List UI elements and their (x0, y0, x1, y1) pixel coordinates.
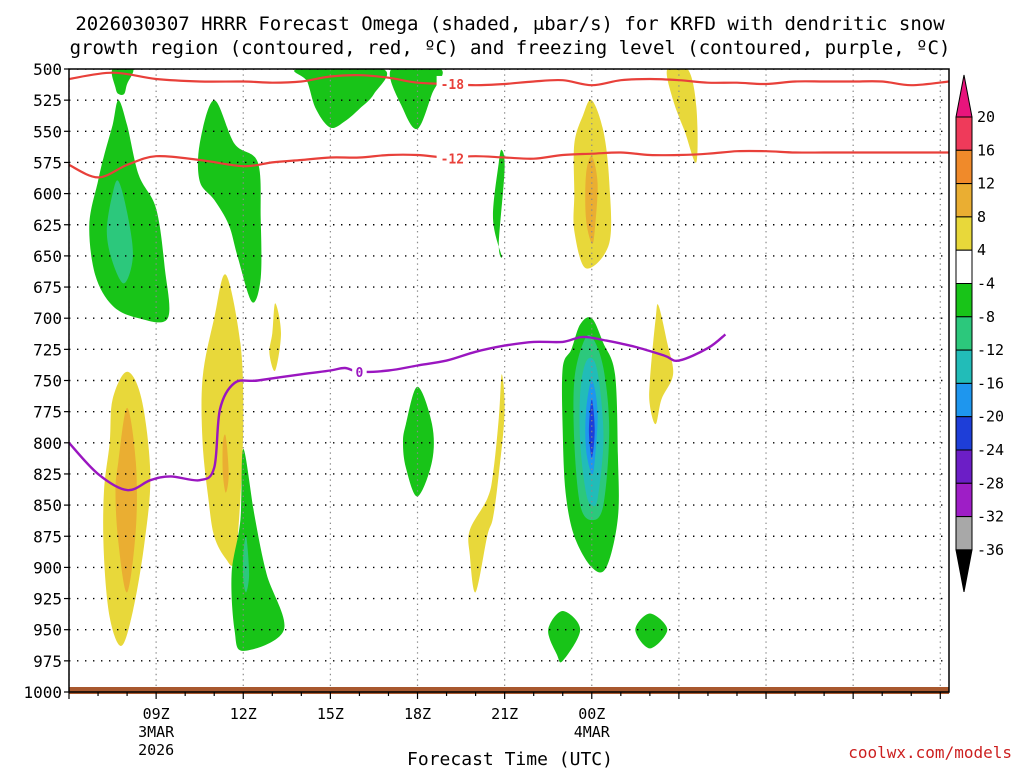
y-tick-label-625: 625 (33, 216, 62, 235)
omega-region-neg4-24 (548, 611, 581, 663)
y-tick-label-700: 700 (33, 309, 62, 328)
dgz-contour--12-label-bg (436, 150, 469, 167)
freezing-level-contour (69, 333, 727, 492)
temperature-contours: -18 -12 0 (69, 71, 949, 492)
colorbar-swatch-8 (955, 382, 973, 418)
x-axis-label: Forecast Time (UTC) (407, 749, 613, 768)
y-tick-label-975: 975 (33, 652, 62, 671)
y-tick-label-950: 950 (33, 621, 62, 640)
colorbar-label-9: -20 (977, 408, 1004, 426)
omega-region-neg4-13 (403, 386, 434, 497)
omega-region-neg4-11 (294, 69, 388, 129)
y-tick-label-875: 875 (33, 527, 62, 546)
y-tick-label-1000: 1000 (23, 683, 62, 702)
omega-region-pos4-26 (666, 69, 698, 163)
colorbar-label-0: 20 (977, 108, 995, 126)
x-tick-label-09Z: 09Z (143, 705, 170, 723)
colorbar-label-12: -32 (977, 508, 1004, 526)
colorbar-swatch-9 (955, 416, 973, 451)
colorbar-bottom-arrow (955, 549, 973, 592)
freezing-level-contour-label-bg (352, 363, 367, 380)
dgz-contour--12 (69, 149, 949, 179)
dgz-contour--18-label: -18 (441, 78, 465, 93)
chart-title-line2: growth region (contoured, red, ºC) and f… (70, 37, 951, 59)
x-tick-label-21Z: 21Z (491, 705, 518, 723)
colorbar-label-8: -16 (977, 374, 1004, 392)
colorbar-label-4: 4 (977, 241, 986, 259)
omega-region-neg4-1 (89, 100, 170, 323)
y-tick-label-775: 775 (33, 403, 62, 422)
omega-shading (89, 69, 698, 663)
y-tick-label-725: 725 (33, 340, 62, 359)
omega-region-neg4-0 (111, 69, 134, 95)
omega-region-neg8-2 (106, 180, 133, 284)
colorbar-swatch-5 (955, 283, 973, 318)
dgz-contour--18-label-bg (436, 75, 469, 92)
colorbar-swatch-3 (955, 216, 973, 251)
y-axis: 500 525 550 575 600 625 650 675 700 725 750 775 800 8… (23, 60, 69, 702)
omega-region-neg8-8 (242, 535, 250, 593)
omega-region-pos4-4 (201, 274, 244, 566)
colorbar-swatch-11 (955, 482, 973, 518)
x-tick-label-00Z: 00Z (578, 705, 605, 723)
colorbar-swatch-2 (955, 183, 973, 218)
y-tick-label-550: 550 (33, 122, 62, 141)
x-tick-label-00Z-line2: 4MAR (574, 723, 611, 741)
colorbar-swatch-4 (955, 249, 973, 284)
freezing-level-contour-label: 0 (356, 366, 364, 381)
omega-region-pos8-10 (115, 407, 137, 593)
y-tick-label-925: 925 (33, 590, 62, 609)
y-tick-label-800: 800 (33, 434, 62, 453)
colorbar-swatch-1 (955, 149, 973, 185)
chart-title-line1: 2026030307 HRRR Forecast Omega (shaded, … (75, 13, 945, 35)
x-tick-label-12Z: 12Z (230, 705, 257, 723)
omega-region-neg4-14 (492, 149, 505, 258)
y-tick-label-650: 650 (33, 247, 62, 266)
y-tick-label-750: 750 (33, 372, 62, 391)
x-tick-label-09Z-line2: 3MAR (138, 723, 175, 741)
grid-lines (69, 69, 949, 692)
colorbar-swatch-12 (955, 516, 973, 551)
y-tick-label-850: 850 (33, 496, 62, 515)
omega-region-pos4-15 (468, 374, 505, 593)
dgz-contour--12-label: -12 (441, 153, 464, 168)
y-tick-label-675: 675 (33, 278, 62, 297)
colorbar-swatch-7 (955, 349, 973, 384)
omega-region-neg4-7 (231, 448, 285, 651)
colorbar-swatch-6 (955, 316, 973, 351)
colorbar-label-13: -36 (977, 541, 1004, 559)
y-tick-label-525: 525 (33, 91, 62, 110)
x-tick-label-18Z: 18Z (404, 705, 431, 723)
colorbar-label-5: -4 (977, 275, 995, 293)
colorbar-label-2: 12 (977, 175, 995, 193)
omega-region-neg4-3 (197, 100, 262, 303)
colorbar-label-7: -12 (977, 341, 1004, 359)
ground-strip (69, 687, 949, 694)
colorbar-label-10: -24 (977, 441, 1004, 459)
credit-text: coolwx.com/models (848, 743, 1012, 762)
omega-region-pos8-5 (222, 434, 229, 493)
x-tick-label-09Z-line3: 2026 (138, 741, 174, 759)
colorbar-label-3: 8 (977, 208, 986, 226)
y-tick-label-575: 575 (33, 153, 62, 172)
colorbar-label-6: -8 (977, 308, 995, 326)
y-tick-label-600: 600 (33, 185, 62, 204)
y-tick-label-825: 825 (33, 465, 62, 484)
omega-region-neg4-25 (635, 613, 668, 649)
colorbar-top-arrow (955, 74, 973, 118)
y-tick-label-500: 500 (33, 60, 62, 79)
colorbar-swatch-10 (955, 449, 973, 484)
omega-region-pos4-6 (269, 303, 281, 372)
y-tick-label-900: 900 (33, 558, 62, 577)
omega-region-pos4-18 (649, 304, 674, 425)
dgz-contour--18 (69, 71, 949, 87)
colorbar: 20 16 12 8 4 -4 -8 -12 -16 -20 -24 -28 -32 -36 (955, 74, 1004, 592)
colorbar-label-11: -28 (977, 474, 1004, 492)
colorbar-swatch-0 (955, 116, 973, 151)
colorbar-label-1: 16 (977, 141, 995, 159)
x-tick-label-15Z: 15Z (317, 705, 344, 723)
